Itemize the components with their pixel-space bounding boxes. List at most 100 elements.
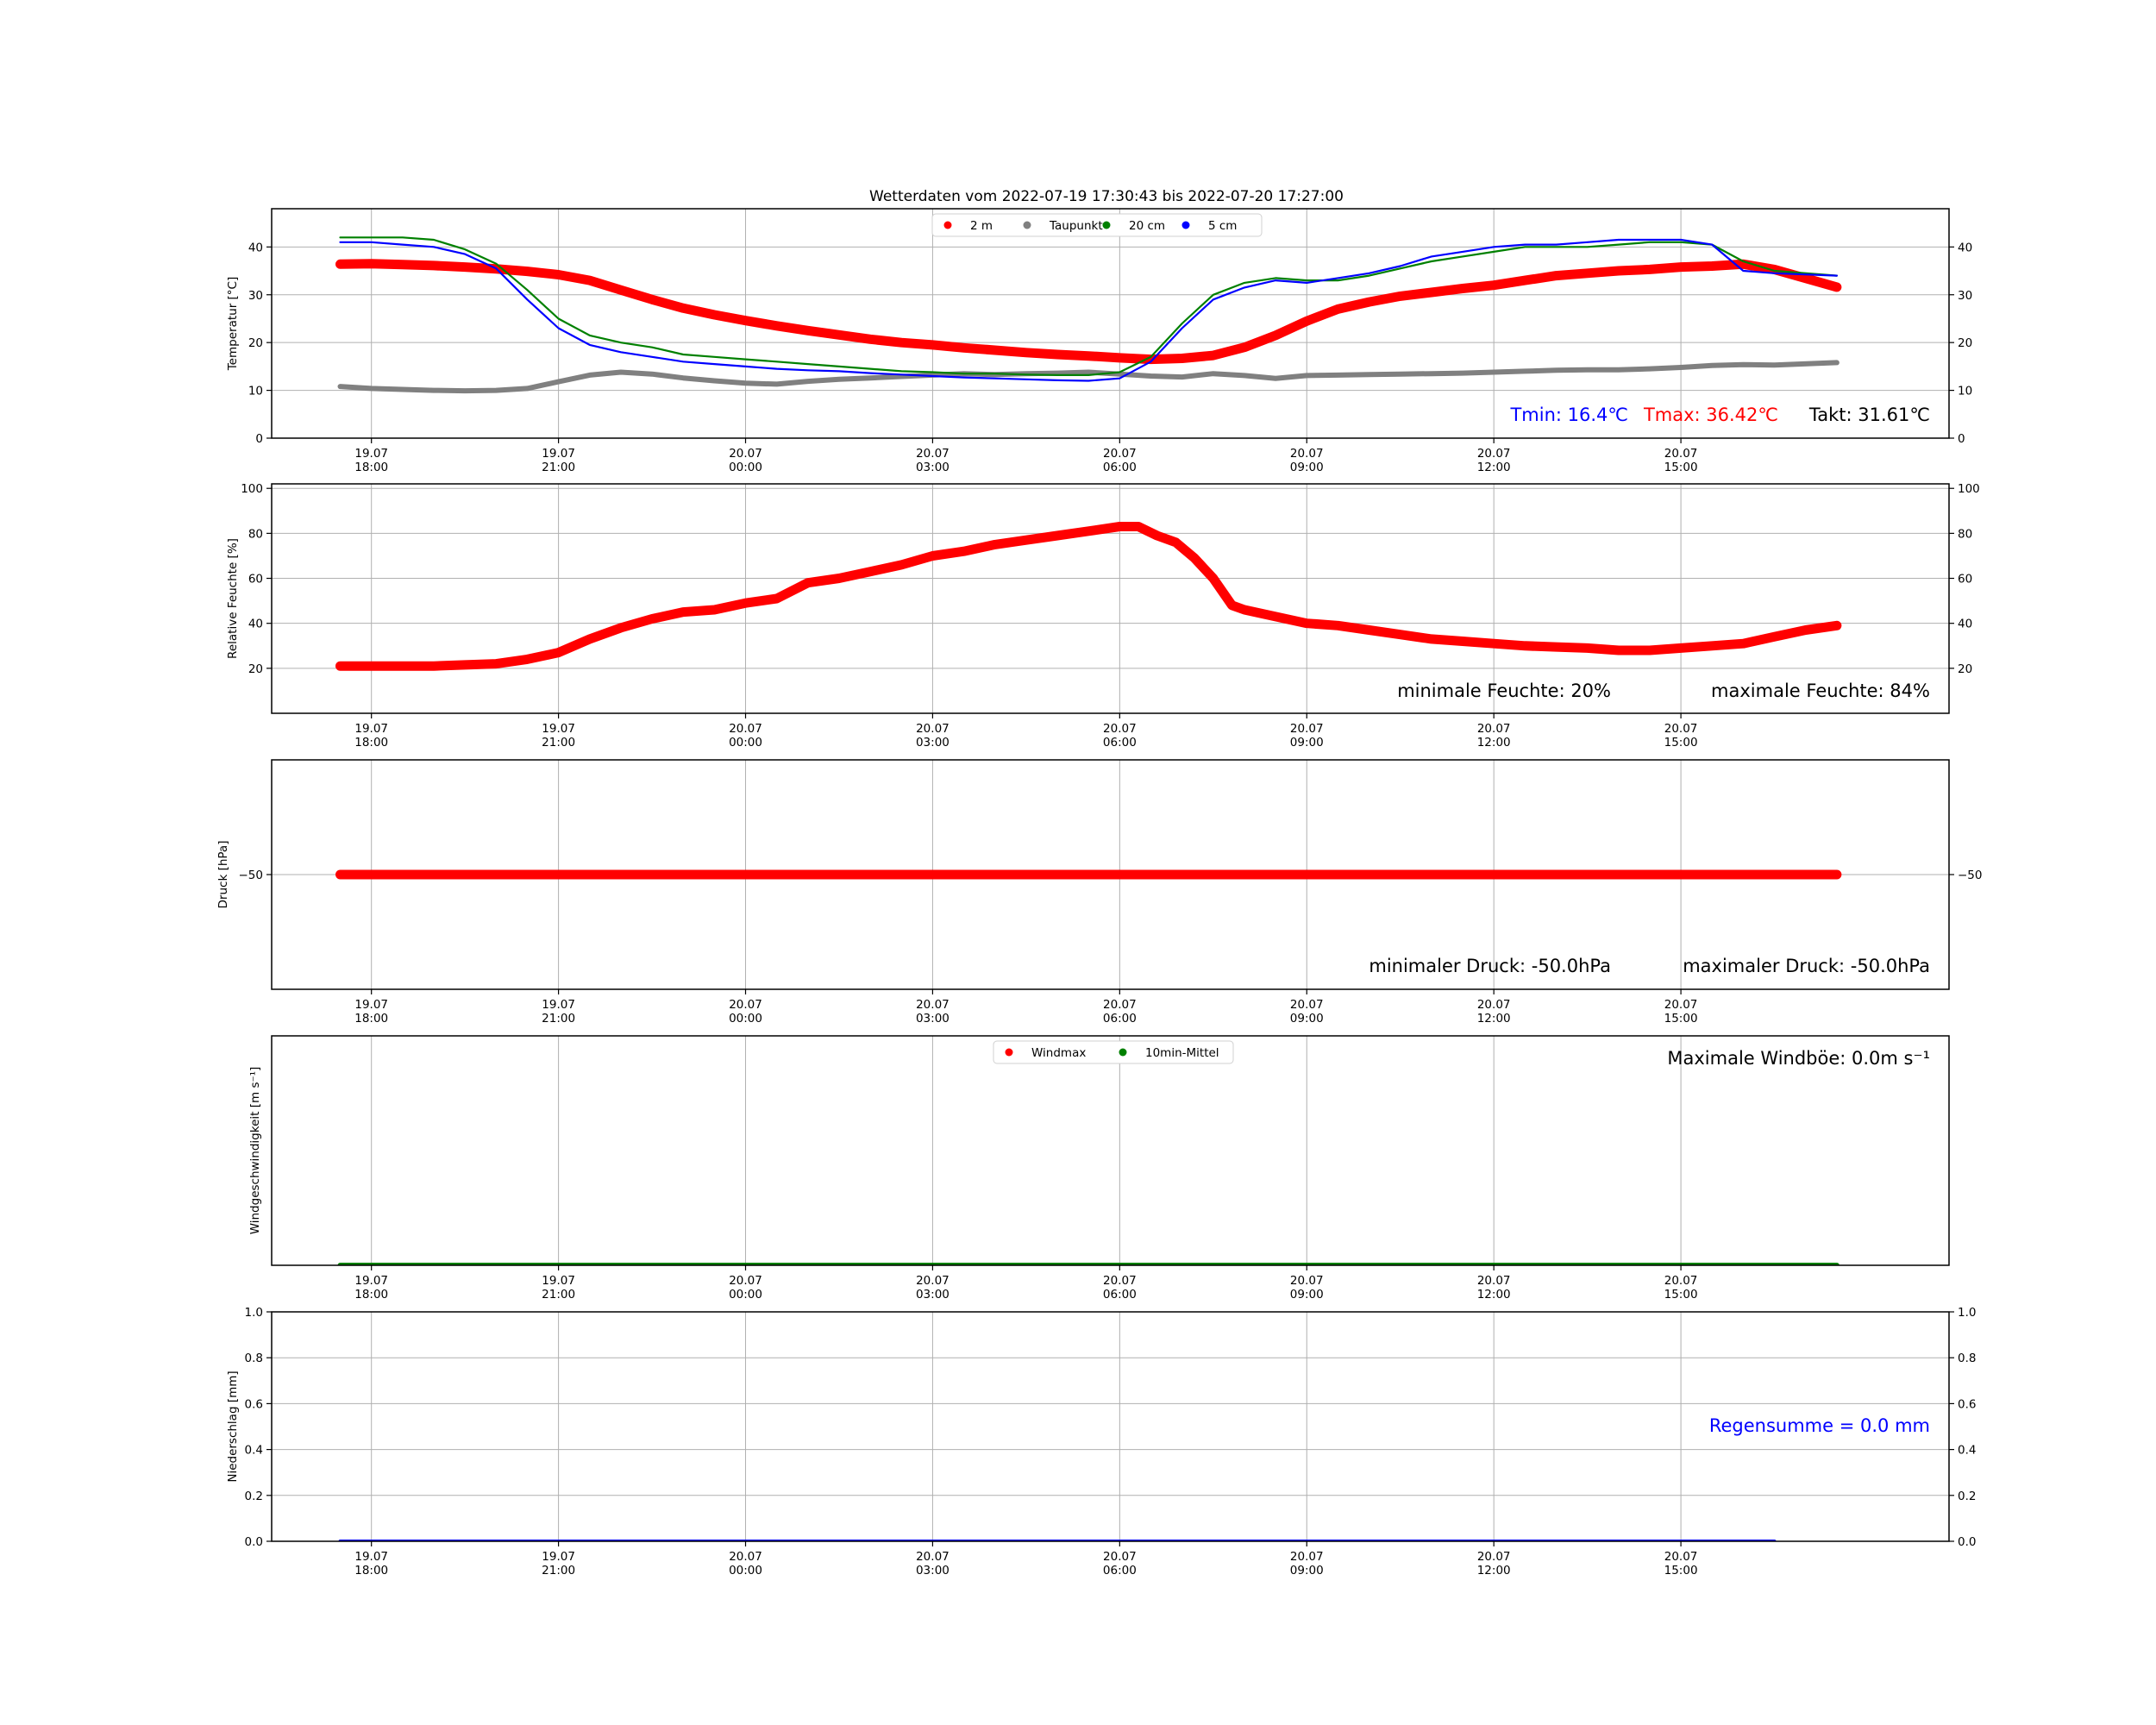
y-tick-label-right: 40 [1958,241,1972,254]
series-taupunkt [337,360,1839,394]
x-tick-label: 20.07 [1664,1550,1698,1564]
x-tick-label: 00:00 [729,1288,762,1302]
x-tick-label: 20.07 [1664,998,1698,1012]
y-tick-label: 10 [248,385,263,398]
panel-temp: 19.0718:0019.0721:0020.0700:0020.0703:00… [226,208,1972,474]
x-tick-label: 19.07 [542,1550,575,1564]
panel-humidity: 19.0718:0019.0721:0020.0700:0020.0703:00… [226,482,1980,750]
x-tick-label: 15:00 [1664,1564,1698,1578]
x-tick-label: 09:00 [1290,1564,1324,1578]
x-tick-label: 21:00 [542,461,575,474]
x-tick-label: 00:00 [729,1564,762,1578]
x-tick-label: 20.07 [1290,1550,1324,1564]
plot-frame [271,483,1950,714]
x-tick-label: 21:00 [542,1012,575,1026]
y-tick-label: 40 [248,241,263,254]
annotation: maximale Feuchte: 84% [1711,681,1930,701]
x-tick-label: 03:00 [916,1564,950,1578]
y-tick-label-right: 30 [1958,289,1972,303]
x-tick-label: 18:00 [354,1564,388,1578]
series-2-m [335,259,1842,365]
y-axis-label: Niederschlag [mm] [226,1371,240,1482]
x-tick-label: 15:00 [1664,736,1698,750]
y-tick-label: 0 [255,432,263,446]
x-tick-label: 18:00 [354,1288,388,1302]
x-tick-label: 20.07 [916,998,950,1012]
x-tick-label: 20.07 [1477,1550,1511,1564]
legend-label: Windmax [1031,1046,1086,1060]
x-tick-label: 20.07 [1103,447,1137,461]
x-tick-label: 00:00 [729,461,762,474]
legend-marker [1023,221,1031,229]
y-axis-label: Windgeschwindigkeit [m s⁻¹] [248,1067,262,1235]
legend-label: 2 m [970,219,993,233]
x-tick-label: 20.07 [729,447,762,461]
x-tick-label: 20.07 [1477,998,1511,1012]
series-5-cm [339,238,1838,382]
legend-box [931,213,1263,237]
x-tick-label: 20.07 [916,447,950,461]
x-tick-label: 20.07 [729,1550,762,1564]
annotation: minimaler Druck: -50.0hPa [1369,956,1611,976]
x-tick-label: 19.07 [542,447,575,461]
y-tick-label-right: 20 [1958,662,1972,676]
x-tick-label: 03:00 [916,1012,950,1026]
x-tick-label: 20.07 [1290,1274,1324,1288]
plot-frame [271,208,1950,439]
x-tick-label: 19.07 [354,998,388,1012]
x-tick-label: 06:00 [1103,736,1137,750]
x-tick-label: 09:00 [1290,1012,1324,1026]
x-tick-label: 19.07 [542,998,575,1012]
x-tick-label: 19.07 [542,1274,575,1288]
x-tick-label: 20.07 [916,1550,950,1564]
x-tick-label: 19.07 [354,1550,388,1564]
y-tick-label-right: 0.6 [1958,1397,1976,1411]
x-tick-label: 19.07 [542,722,575,736]
annotation: Tmin: 16.4℃ [1509,405,1628,425]
x-tick-label: 06:00 [1103,1564,1137,1578]
x-tick-label: 03:00 [916,461,950,474]
legend-box [993,1040,1234,1064]
x-tick-label: 20.07 [1103,998,1137,1012]
y-tick-label: 20 [248,662,263,676]
y-tick-label-right: 0 [1958,432,1965,446]
x-tick-label: 20.07 [916,722,950,736]
x-tick-label: 21:00 [542,736,575,750]
x-tick-label: 12:00 [1477,1288,1511,1302]
y-tick-label-right: −50 [1958,869,1983,882]
x-tick-label: 00:00 [729,736,762,750]
x-tick-label: 20.07 [729,722,762,736]
plot-frame [271,1035,1950,1266]
panel-pressure: 19.0718:0019.0721:0020.0700:0020.0703:00… [216,759,1983,1026]
y-tick-label-right: 40 [1958,618,1972,631]
y-axis-label: Relative Feuchte [%] [226,538,240,659]
annotation: Regensumme = 0.0 mm [1709,1415,1930,1436]
y-tick-label: 30 [248,289,263,303]
legend-label: 5 cm [1208,219,1237,233]
y-tick-label-right: 20 [1958,336,1972,350]
y-tick-label-right: 10 [1958,385,1972,398]
legend-label: 20 cm [1129,219,1165,233]
plot-frame [271,1311,1950,1542]
x-tick-label: 18:00 [354,1012,388,1026]
x-tick-label: 12:00 [1477,1564,1511,1578]
x-tick-label: 06:00 [1103,461,1137,474]
x-tick-label: 12:00 [1477,1012,1511,1026]
x-tick-label: 06:00 [1103,1288,1137,1302]
legend-label: Taupunkt [1049,219,1103,233]
panel-rain: 19.0718:0019.0721:0020.0700:0020.0703:00… [226,1306,1976,1578]
y-tick-label: 20 [248,336,263,350]
x-tick-label: 19.07 [354,447,388,461]
x-tick-label: 06:00 [1103,1012,1137,1026]
y-tick-label-right: 80 [1958,527,1972,541]
y-tick-label-right: 0.2 [1958,1490,1976,1503]
x-tick-label: 00:00 [729,1012,762,1026]
x-tick-label: 20.07 [1664,447,1698,461]
annotation: minimale Feuchte: 20% [1397,681,1611,701]
x-tick-label: 20.07 [1290,447,1324,461]
x-tick-label: 15:00 [1664,461,1698,474]
annotation: Takt: 31.61℃ [1808,405,1930,425]
x-tick-label: 12:00 [1477,736,1511,750]
y-tick-label: 0.8 [245,1352,263,1365]
